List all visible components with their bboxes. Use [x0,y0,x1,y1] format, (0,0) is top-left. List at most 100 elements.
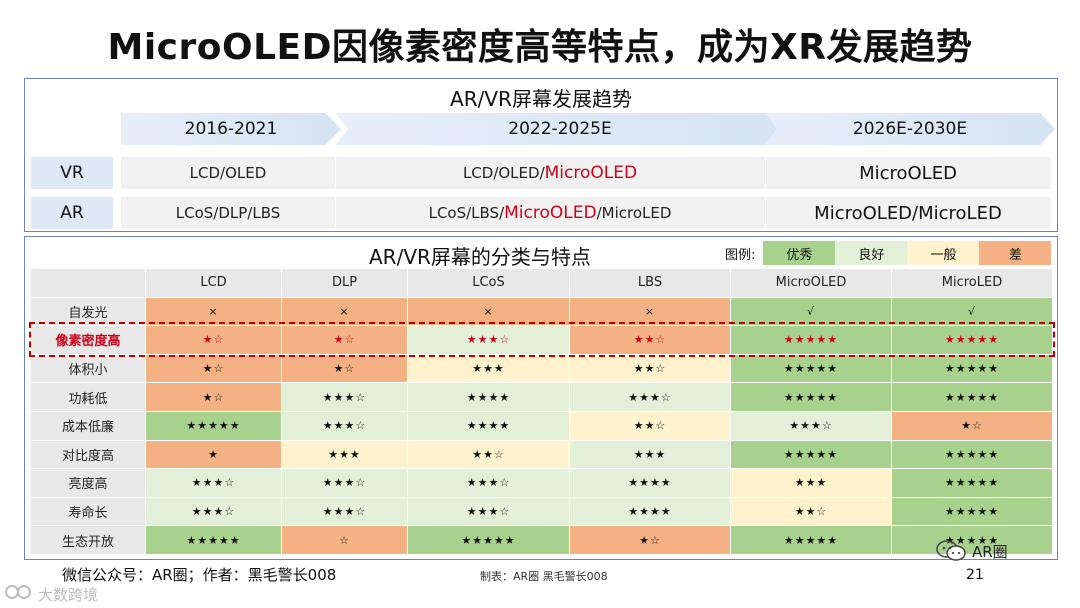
rating-cell: ★ [146,440,282,470]
badge-label: AR圈 [972,542,1008,561]
rating-cell: ★★★ [408,354,570,384]
rating-cell: × [146,297,282,327]
row-label: 寿命长 [31,497,146,527]
ar-period-1: LCoS/DLP/LBS [175,204,281,222]
trend-row-ar: LCoS/DLP/LBS LCoS/LBS/MicroOLED/MicroLED… [121,197,1051,229]
rating-cell: ★★★★ [570,497,731,527]
rating-cell: ★★★★ [570,469,731,498]
rating-cell: ★★☆ [570,411,731,441]
corner-text: 大数跨境 [38,585,99,604]
rating-cell: ★★★★★ [892,354,1053,384]
rating-cell: ★★★★★ [892,497,1053,527]
vr-period-2: LCD/OLED/MicroOLED [335,157,765,189]
footer-credit: 微信公众号：AR圈；作者：黑毛警长008 [62,566,337,584]
vr-period-3: MicroOLED [859,162,957,184]
header-cell: DLP [282,269,408,298]
rating-cell: ★☆ [146,354,282,384]
legend: 图例: 优秀 良好 一般 差 [725,241,1052,265]
rating-cell: ★★★☆ [408,326,570,355]
header-cell: MicroOLED [731,269,892,298]
ar-period-2-prefix: LCoS/LBS/ [428,204,505,222]
vr-period-2-prefix: LCD/OLED/ [462,164,545,182]
rating-cell: ★★★☆ [146,497,282,527]
rating-cell: ★☆ [146,383,282,412]
rating-cell: ★★★★★ [892,440,1053,470]
header-cell: LCD [146,269,282,298]
rating-cell: ★★★☆ [282,383,408,412]
rating-cell: ★★★☆ [570,383,731,412]
vr-period-2-highlight: MicroOLED [544,163,638,183]
header-cell: MicroLED [892,269,1053,298]
legend-good: 良好 [835,241,908,265]
wechat-icon [936,540,966,562]
legend-label: 图例: [725,247,756,263]
row-label: 对比度高 [31,440,146,470]
row-label: 亮度高 [31,469,146,498]
row-label: 成本低廉 [31,411,146,441]
rating-cell: ★★★★★ [892,383,1053,412]
wechat-badge: AR圈 [936,540,1008,562]
rating-cell: ★★★★★ [146,411,282,441]
table-header-row: LCD DLP LCoS LBS MicroOLED MicroLED [31,269,1053,298]
row-label: 像素密度高 [31,326,146,355]
rating-cell: ★★★☆ [282,497,408,527]
table-row: 生态开放 ★★★★★ ☆ ★★★★★ ★☆ ★★★★★ ★★★★★ [31,526,1053,555]
rating-cell: ★☆ [282,354,408,384]
comparison-panel: AR/VR屏幕的分类与特点 图例: 优秀 良好 一般 差 LCD DLP LCo… [24,236,1058,560]
period-arrow-3: 2026E-2030E [765,113,1055,145]
rating-cell: × [570,297,731,327]
rating-cell: ★★★ [282,440,408,470]
comparison-panel-title: AR/VR屏幕的分类与特点 [369,245,591,269]
rating-cell: ★★☆ [570,326,731,355]
rating-cell: ★★★☆ [146,469,282,498]
table-row: 对比度高 ★ ★★★ ★★☆ ★★★ ★★★★★ ★★★★★ [31,440,1053,470]
rating-cell: × [282,297,408,327]
ar-period-2-highlight: MicroOLED [504,203,597,223]
rating-cell: ★★★★★ [731,383,892,412]
rating-cell: ★★★☆ [408,469,570,498]
comparison-table: LCD DLP LCoS LBS MicroOLED MicroLED 自发光 ×… [31,269,1053,555]
rating-cell: ★★★★★ [892,469,1053,498]
rating-cell: √ [892,297,1053,327]
table-row: 亮度高 ★★★☆ ★★★☆ ★★★☆ ★★★★ ★★★ ★★★★★ [31,469,1053,498]
row-label: 自发光 [31,297,146,327]
period-arrow-2: 2022-2025E [335,113,785,145]
rating-cell: ★★★☆ [731,411,892,441]
rating-cell: ★☆ [282,326,408,355]
header-cell: LCoS [408,269,570,298]
row-label-ar: AR [31,197,113,229]
rating-cell: ☆ [282,526,408,555]
row-label: 体积小 [31,354,146,384]
legend-excellent: 优秀 [763,241,836,265]
ar-period-2: LCoS/LBS/MicroOLED/MicroLED [335,197,765,229]
rating-cell: ★★★ [570,440,731,470]
vr-period-1: LCD/OLED [189,164,267,182]
rating-cell: ★★★☆ [282,411,408,441]
legend-average: 一般 [907,241,980,265]
rating-cell: ★★★★★ [731,440,892,470]
rating-cell: ★★★★★ [892,526,1053,555]
page-number: 21 [966,567,984,583]
row-label-vr: VR [31,157,113,189]
rating-cell: ★★★★ [408,411,570,441]
footer-table-credit: 制表：AR圈 黑毛警长008 [480,570,608,583]
table-row: 功耗低 ★☆ ★★★☆ ★★★★ ★★★☆ ★★★★★ ★★★★★ [31,383,1053,412]
table-row: 像素密度高 ★☆ ★☆ ★★★☆ ★★☆ ★★★★★ ★★★★★ [31,326,1053,355]
rating-cell: ★★☆ [570,354,731,384]
ar-period-2-suffix: /MicroLED [596,204,672,222]
rating-cell: ★★★★★ [408,526,570,555]
legend-poor: 差 [979,241,1052,265]
table-row: 体积小 ★☆ ★☆ ★★★ ★★☆ ★★★★★ ★★★★★ [31,354,1053,384]
row-label: 功耗低 [31,383,146,412]
rating-cell: ★★★★★ [731,526,892,555]
rating-cell: ★★☆ [408,440,570,470]
rating-cell: ★☆ [146,326,282,355]
rating-cell: × [408,297,570,327]
table-row: 自发光 × × × × √ √ [31,297,1053,327]
rating-cell: ★★☆ [731,497,892,527]
rating-cell: ★★★★★ [731,354,892,384]
table-row: 寿命长 ★★★☆ ★★★☆ ★★★☆ ★★★★ ★★☆ ★★★★★ [31,497,1053,527]
rating-cell: ★★★★★ [146,526,282,555]
corner-watermark: 大数跨境 [4,582,98,606]
table-row: 成本低廉 ★★★★★ ★★★☆ ★★★★ ★★☆ ★★★☆ ★☆ [31,411,1053,441]
